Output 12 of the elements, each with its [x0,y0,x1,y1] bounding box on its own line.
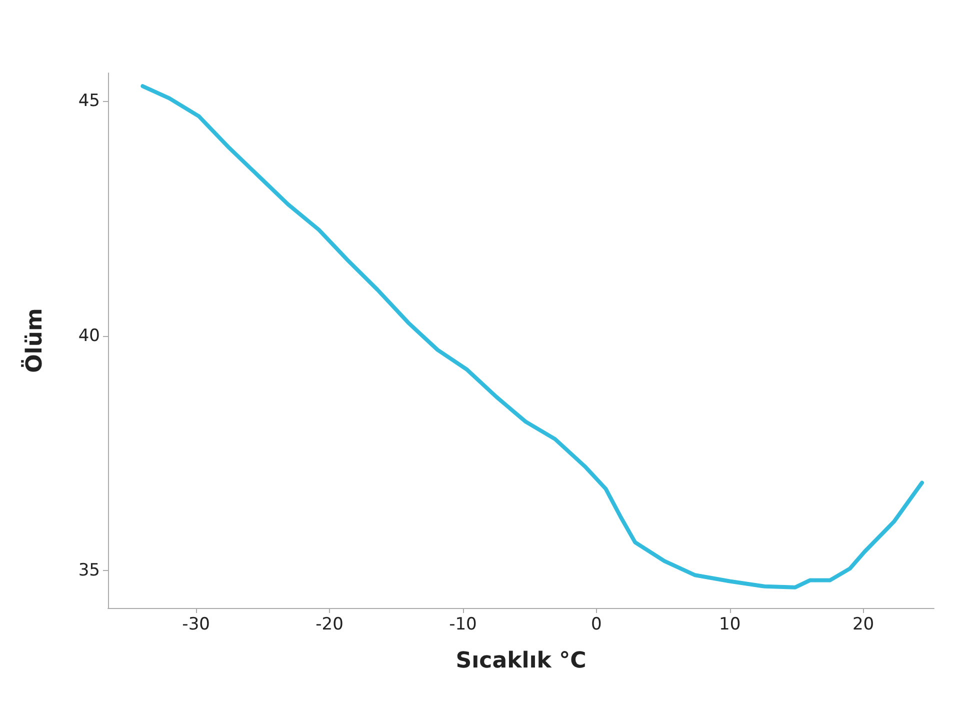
x-tick-label: 10 [719,614,741,634]
x-tick-label: -10 [449,614,477,634]
x-tick-label: 20 [852,614,874,634]
x-tick-label: -20 [316,614,344,634]
y-tick-label: 40 [78,326,100,346]
line-series [140,84,924,590]
y-axis-title: Ölüm [20,308,48,373]
y-tick-label: 35 [78,560,100,580]
y-tick-label: 45 [78,91,100,112]
x-tick-label: -30 [182,614,210,634]
x-tick-label: 0 [590,614,602,634]
x-axis-title: Sıcaklık °C [456,648,586,674]
